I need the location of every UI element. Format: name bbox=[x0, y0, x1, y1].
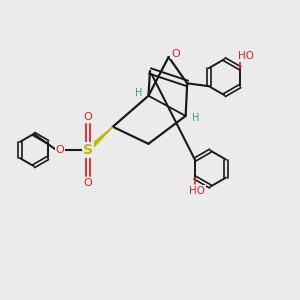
Text: H: H bbox=[135, 88, 142, 98]
Text: S: S bbox=[83, 143, 93, 157]
Text: O: O bbox=[171, 49, 180, 59]
Text: HO: HO bbox=[238, 51, 254, 62]
Text: O: O bbox=[84, 178, 92, 188]
Polygon shape bbox=[86, 127, 113, 152]
Text: O: O bbox=[56, 145, 64, 155]
Text: H: H bbox=[192, 113, 199, 123]
Text: O: O bbox=[84, 112, 92, 122]
Text: HO: HO bbox=[189, 186, 205, 196]
